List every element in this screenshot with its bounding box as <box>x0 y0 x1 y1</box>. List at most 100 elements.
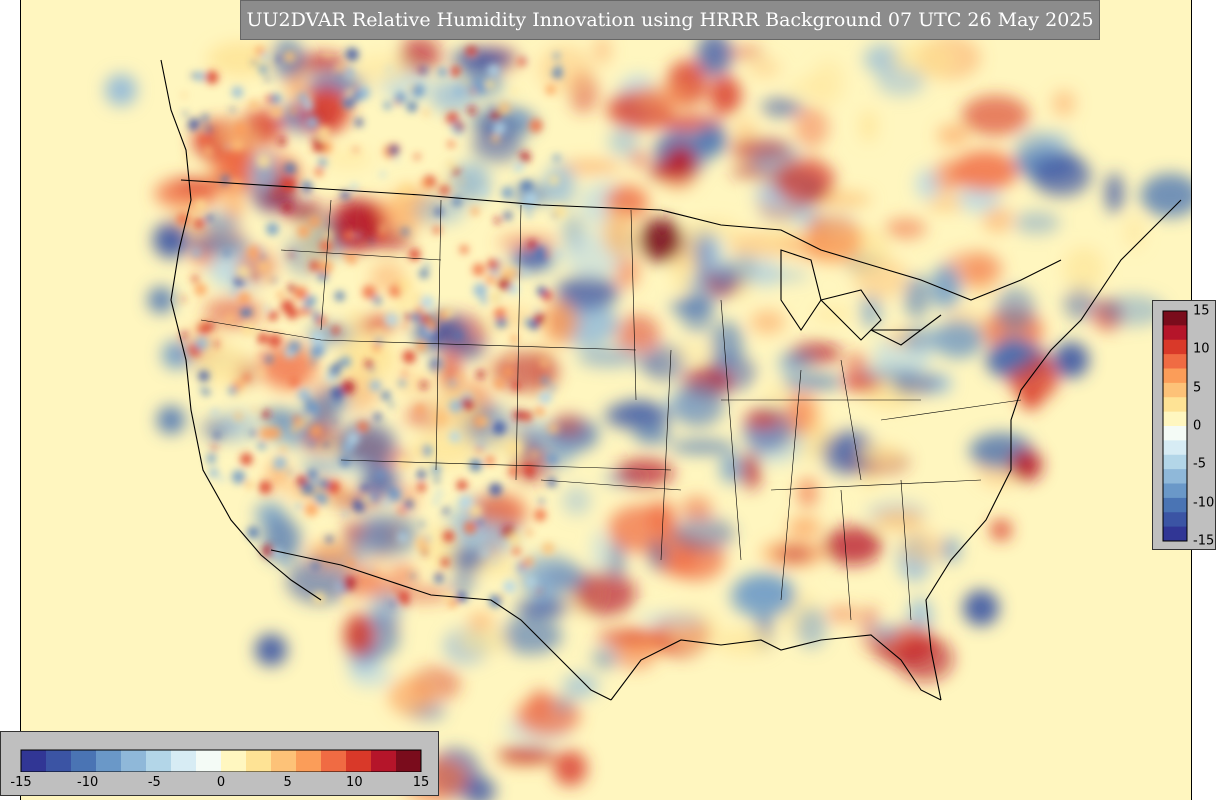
innovation-speck <box>289 376 300 387</box>
innovation-speck <box>362 285 377 299</box>
innovation-speck <box>433 498 440 505</box>
innovation-patch <box>615 458 675 488</box>
innovation-speck <box>475 80 488 93</box>
innovation-speck <box>325 51 331 58</box>
innovation-speck <box>231 288 238 295</box>
colorbar-tick-label: -15 <box>1193 533 1215 549</box>
innovation-speck <box>247 245 262 260</box>
innovation-patch <box>323 148 373 169</box>
innovation-speck <box>211 408 219 416</box>
innovation-speck <box>407 189 413 194</box>
innovation-speck <box>213 432 221 440</box>
innovation-speck <box>547 477 557 488</box>
innovation-speck <box>388 145 399 156</box>
colorbar-swatch <box>196 750 222 772</box>
innovation-patch <box>1053 342 1089 378</box>
colorbar-swatch <box>371 750 397 772</box>
innovation-speck <box>208 467 219 478</box>
colorbar-outline <box>20 749 422 772</box>
innovation-speck <box>398 279 411 292</box>
innovation-patch <box>642 343 686 382</box>
innovation-speck <box>342 576 357 591</box>
innovation-patch <box>105 74 137 106</box>
innovation-speck <box>257 369 265 377</box>
innovation-patch <box>991 520 1011 540</box>
innovation-speck <box>345 559 355 568</box>
innovation-speck <box>314 167 324 177</box>
innovation-speck <box>194 199 206 211</box>
innovation-patch <box>555 275 619 310</box>
innovation-speck <box>331 325 341 335</box>
innovation-speck <box>467 106 476 115</box>
innovation-speck <box>548 423 558 433</box>
innovation-speck <box>519 151 531 163</box>
innovation-patch <box>172 178 223 192</box>
innovation-patch <box>559 160 622 174</box>
innovation-speck <box>491 133 501 143</box>
innovation-speck <box>176 213 190 226</box>
innovation-speck <box>392 585 399 592</box>
innovation-speck <box>546 453 559 465</box>
innovation-speck <box>494 217 501 224</box>
innovation-speck <box>492 421 506 435</box>
innovation-speck <box>335 361 342 369</box>
innovation-speck <box>386 66 392 71</box>
innovation-speck <box>398 379 406 387</box>
innovation-speck <box>308 440 316 447</box>
innovation-speck <box>268 310 279 321</box>
innovation-speck <box>181 296 186 302</box>
innovation-patch <box>162 341 190 369</box>
innovation-speck <box>508 532 522 546</box>
innovation-patch <box>286 558 353 604</box>
innovation-speck <box>325 535 333 543</box>
innovation-speck <box>241 322 255 337</box>
innovation-speck <box>402 323 407 329</box>
innovation-speck <box>342 510 349 517</box>
innovation-speck <box>408 248 421 261</box>
innovation-patch <box>754 269 810 282</box>
colorbar-swatch <box>121 750 147 772</box>
colorbar-swatch <box>96 750 122 772</box>
map-title: UU2DVAR Relative Humidity Innovation usi… <box>240 0 1100 40</box>
innovation-speck <box>339 456 350 467</box>
innovation-patch <box>681 496 713 521</box>
innovation-speck <box>313 310 320 317</box>
innovation-patch <box>471 128 523 163</box>
innovation-speck <box>383 101 392 110</box>
great-lakes <box>780 249 942 346</box>
innovation-speck <box>201 126 206 132</box>
innovation-speck <box>526 211 533 218</box>
innovation-speck <box>255 46 265 56</box>
innovation-speck <box>555 250 562 257</box>
innovation-speck <box>330 386 344 400</box>
innovation-speck <box>309 260 321 272</box>
horizontal-colorbar <box>20 749 422 772</box>
innovation-speck <box>553 52 560 60</box>
innovation-patch <box>895 635 954 682</box>
innovation-speck <box>293 251 299 256</box>
innovation-speck <box>242 373 251 382</box>
innovation-speck <box>455 122 464 131</box>
innovation-speck <box>252 60 257 65</box>
innovation-speck <box>192 248 202 258</box>
innovation-speck <box>240 453 253 466</box>
innovation-speck <box>493 121 507 135</box>
innovation-speck <box>342 96 355 109</box>
innovation-speck <box>538 498 545 505</box>
innovation-speck <box>264 355 273 364</box>
gulf-coastline <box>610 634 942 701</box>
innovation-speck <box>503 211 512 220</box>
innovation-speck <box>373 412 382 421</box>
innovation-speck <box>245 480 254 489</box>
innovation-speck <box>447 140 455 148</box>
innovation-speck <box>381 391 391 401</box>
innovation-speck <box>417 482 426 492</box>
innovation-patch <box>518 553 580 600</box>
innovation-patch <box>573 571 637 616</box>
colorbar-swatch <box>1163 483 1187 499</box>
innovation-speck <box>368 492 378 502</box>
innovation-speck <box>336 70 344 78</box>
colorbar-tick-label: 15 <box>412 775 430 790</box>
innovation-patch <box>596 630 661 643</box>
innovation-patch <box>260 344 317 390</box>
